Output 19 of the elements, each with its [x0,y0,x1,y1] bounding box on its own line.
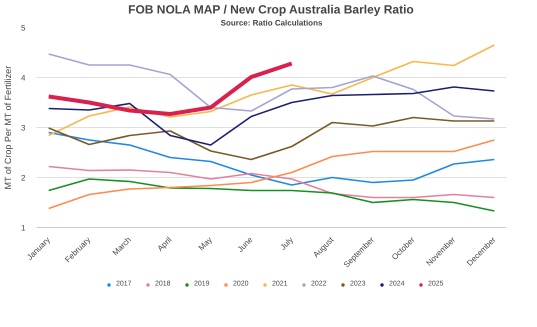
y-axis-title: MT of Crop Per MT of Fertilizer [3,66,14,190]
y-tick-label: 5 [21,24,26,32]
line-series [48,166,496,198]
line-series [46,62,294,116]
x-tick-label: May [196,235,214,252]
line-series [48,116,496,160]
chart-title: FOB NOLA MAP / New Crop Australia Barley Ratio [128,2,414,16]
chart-subtitle: Source: Ratio Calculations [220,18,323,28]
x-tick-label: July [278,235,295,252]
line-series [48,132,496,186]
y-tick-label: 4 [21,74,26,82]
y-tick-label: 3 [21,124,26,132]
line-series [48,53,496,120]
line-series [48,178,496,212]
line-series [48,86,496,146]
y-tick-label: 1 [21,224,26,232]
line-series [48,44,496,136]
y-tick-label: 2 [21,174,26,182]
line-series [48,139,496,210]
